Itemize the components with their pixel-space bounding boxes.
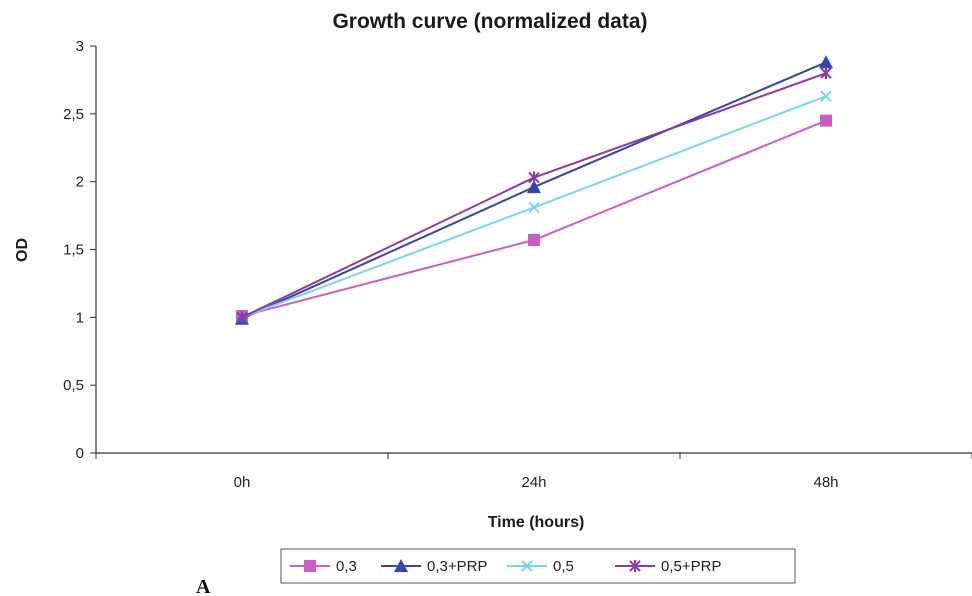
x-tick-label: 0h <box>234 474 251 491</box>
series-line <box>241 72 827 319</box>
legend-marker <box>629 560 641 572</box>
y-tick-label: 0 <box>76 445 84 462</box>
legend-label: 0,5+PRP <box>661 558 721 575</box>
y-tick-label: 2 <box>76 174 84 191</box>
y-tick-label: 2,5 <box>63 106 84 123</box>
data-point <box>820 114 832 127</box>
y-axis-label: OD <box>14 238 31 262</box>
data-point <box>819 55 833 69</box>
y-tick-label: 1,5 <box>63 242 84 259</box>
data-point <box>528 234 540 247</box>
legend: 0,3 0,3+PRP 0,5 0,5+PRP <box>290 558 721 575</box>
legend-marker <box>394 559 408 572</box>
chart-title: Growth curve (normalized data) <box>332 10 647 33</box>
data-point <box>820 90 832 102</box>
legend-label: 0,3 <box>336 558 357 575</box>
series-3 <box>236 90 832 324</box>
series-group <box>235 55 833 325</box>
data-point <box>236 311 248 324</box>
legend-label: 0,3+PRP <box>427 558 487 575</box>
data-point <box>528 201 540 214</box>
y-tick-label: 1 <box>76 309 84 326</box>
x-tick-label: 48h <box>813 474 838 491</box>
x-ticks: 0h 24h 48h <box>95 453 972 491</box>
series-line <box>241 119 827 317</box>
series-1 <box>236 114 832 322</box>
data-point <box>528 171 540 184</box>
legend-marker <box>304 560 316 572</box>
x-axis-label: Time (hours) <box>488 514 585 531</box>
legend-marker <box>521 560 533 572</box>
data-point <box>527 180 541 194</box>
series-2 <box>235 55 833 325</box>
axes <box>95 46 972 454</box>
panel-label: A <box>196 576 211 596</box>
data-point <box>820 67 832 80</box>
legend-item: 0,5 <box>507 558 574 575</box>
legend-item: 0,5+PRP <box>615 558 721 575</box>
y-tick-label: 3 <box>76 38 84 55</box>
legend-item: 0,3 <box>290 558 357 575</box>
y-ticks: 0 0,5 1 1,5 2 2,5 3 <box>63 38 96 462</box>
x-tick-label: 24h <box>521 474 546 491</box>
legend-label: 0,5 <box>553 558 574 575</box>
series-4 <box>236 67 832 324</box>
y-tick-label: 0,5 <box>63 377 84 394</box>
legend-item: 0,3+PRP <box>381 558 487 575</box>
